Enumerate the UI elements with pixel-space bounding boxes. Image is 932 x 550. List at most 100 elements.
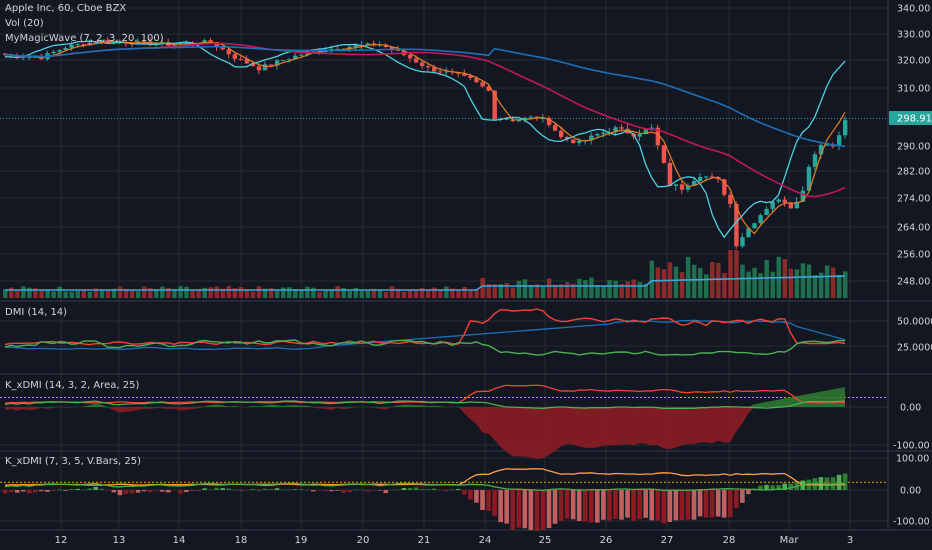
candle-body [601, 132, 606, 134]
volume-bar [45, 289, 50, 298]
candle-body [534, 116, 540, 119]
volume-bar [160, 286, 165, 298]
vbar [576, 490, 582, 522]
vbar [486, 490, 491, 511]
vbar [462, 490, 467, 495]
vbar [341, 490, 346, 493]
vbar [317, 490, 322, 491]
vbar [456, 488, 461, 490]
candle-body [704, 176, 709, 178]
volume-bar [649, 260, 655, 298]
price-tick: 340.00 [897, 4, 930, 15]
vbar [673, 490, 679, 521]
candle-body [250, 63, 256, 67]
volume-bar [800, 263, 806, 298]
volume-bar [607, 280, 612, 298]
volume-bar [432, 287, 437, 298]
volume-bar [571, 283, 576, 298]
volume-bar [734, 250, 739, 298]
candle-body [728, 194, 733, 204]
vbar [607, 490, 612, 521]
volume-bar [39, 290, 44, 298]
candle-body [172, 44, 177, 46]
vbar [407, 488, 413, 490]
time-tick: 12 [55, 535, 68, 546]
volume-bar [516, 280, 522, 298]
candle-body [480, 82, 485, 87]
vbar [649, 490, 655, 521]
kx-plus-line [4, 400, 846, 410]
vbar [474, 490, 479, 503]
volume-bar [99, 289, 105, 298]
candle-body [806, 166, 812, 191]
volume-bar [540, 287, 546, 298]
vbar [661, 490, 667, 524]
volume-bar [462, 287, 467, 298]
vbar [588, 490, 594, 523]
volume-bar [196, 289, 201, 298]
vbar [727, 490, 733, 518]
dmi-pane [4, 308, 846, 356]
vbar [788, 483, 794, 490]
volume-bar [87, 291, 93, 298]
time-tick: 14 [173, 535, 186, 546]
vbar [323, 490, 328, 492]
kx-bars-tick: -100.00 [893, 517, 930, 528]
vbar [141, 490, 147, 492]
kx-area-tick: -100.00 [893, 441, 930, 452]
candle-body [824, 144, 830, 146]
volume-bar [129, 289, 135, 298]
candle-body [818, 144, 824, 155]
candle-body [746, 228, 751, 238]
vbar [715, 490, 721, 517]
volume-bar [752, 267, 757, 298]
volume-bar [722, 273, 727, 298]
vbar [842, 473, 848, 490]
price-tick: 248.00 [897, 277, 930, 288]
price-tick: 264.00 [897, 223, 930, 234]
volume-bar [250, 291, 256, 298]
volume-bar [843, 271, 848, 298]
candle-body [335, 48, 340, 50]
volume-bar [371, 288, 377, 298]
price-tick: 282.00 [897, 167, 930, 178]
vbar [546, 490, 552, 529]
vbar [208, 489, 213, 491]
time-tick: 27 [661, 535, 674, 546]
volume-bar [280, 287, 286, 298]
candle-body [184, 42, 189, 44]
wave-cyan-line [4, 40, 846, 239]
candle-body [613, 127, 618, 133]
vbar [57, 489, 62, 491]
candle-body [51, 51, 56, 54]
vbar [498, 490, 503, 523]
vbar [691, 490, 697, 520]
volume-bar [444, 286, 449, 298]
vbar [304, 489, 310, 491]
candle-body [552, 125, 558, 131]
candle-body [522, 117, 528, 120]
wave-label: MyMagicWave (7, 2, 3, 20, 100) [5, 33, 164, 44]
vbar [740, 490, 745, 503]
candle-body [661, 145, 667, 163]
volume-bar [154, 289, 159, 298]
volume-bar [51, 291, 56, 298]
vbar [105, 490, 111, 491]
price-tick: 256.00 [897, 250, 930, 261]
volume-bar [63, 291, 68, 298]
volume-bar [818, 272, 824, 298]
vbar [504, 490, 509, 524]
volume-bar [740, 264, 745, 298]
candle-body [740, 237, 745, 247]
vbar [117, 490, 123, 496]
vbar [172, 490, 177, 491]
kxdmi-vbars-pane [0, 468, 888, 532]
volume-bar [438, 290, 443, 298]
vbar [794, 481, 800, 490]
candle-body [299, 54, 304, 56]
kxb-orange-line [4, 468, 846, 486]
volume-bar [293, 288, 298, 298]
volume-bar [679, 272, 685, 298]
